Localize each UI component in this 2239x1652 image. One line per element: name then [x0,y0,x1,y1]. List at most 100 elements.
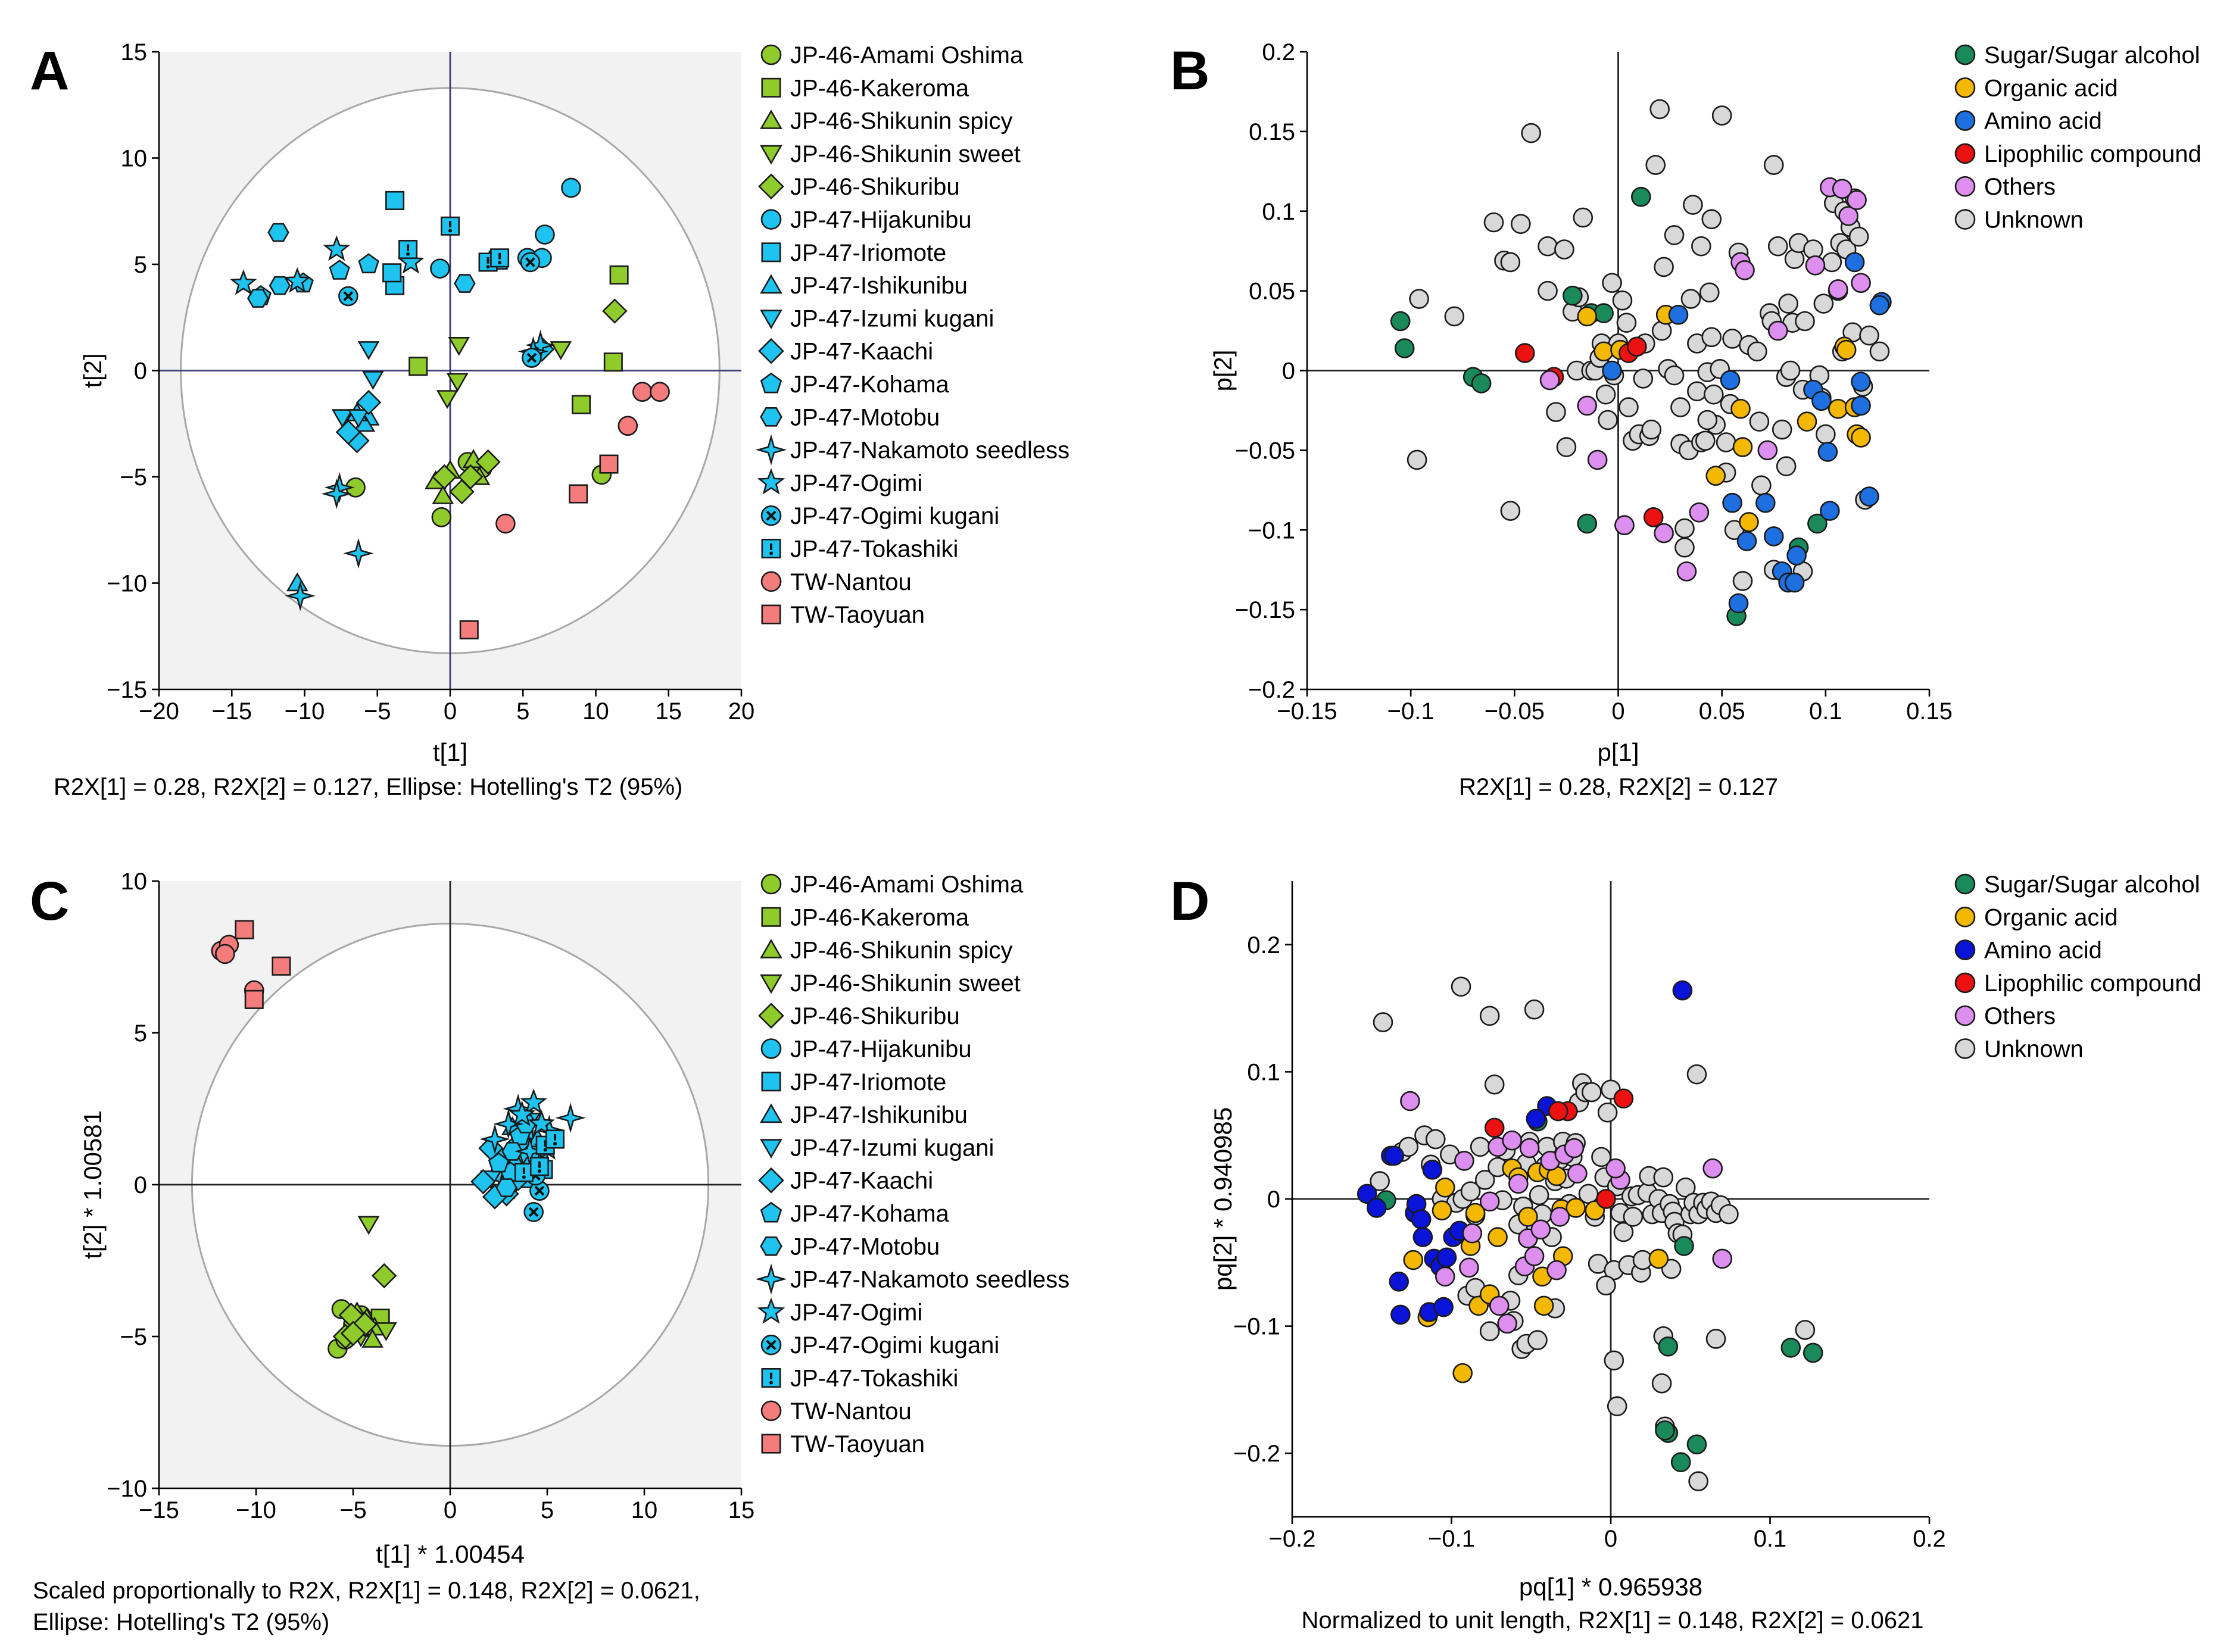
data-point [323,235,351,261]
caption-line: R2X[1] = 0.28, R2X[2] = 0.127, Ellipse: … [54,774,682,800]
data-point [1811,391,1832,411]
panel-B: B−0.15 −0.1 −0.05 0 0.05 0.1 0.15−0.2−0.15−0.1… [1170,39,2201,800]
data-point [1435,1177,1455,1198]
legend-marker [760,1400,782,1422]
legend-label: JP-47-Ogimi kugani [790,503,999,529]
data-point [1573,207,1594,228]
y-tick-label: 10 [121,869,148,895]
data-point [1747,341,1767,362]
x-tick-label: −20 [139,698,179,724]
y-tick-label: 0.05 [1249,279,1295,305]
data-point [1591,1147,1611,1167]
x-tick-label: 0 [444,698,457,724]
data-point [1732,571,1753,591]
data-point [1433,1297,1454,1317]
data-point [454,274,476,293]
data-point [1757,440,1778,461]
data-point [1623,1207,1644,1227]
data-point [569,484,588,504]
data-point [529,1181,550,1201]
data-point [1432,1200,1452,1221]
legend-label: Lipophilic compound [1984,141,2201,167]
data-point [230,269,257,295]
data-point [1701,209,1722,229]
y-tick-label: −0.1 [1233,1314,1280,1340]
data-point [1816,424,1836,445]
data-point [1612,290,1633,311]
data-point [1411,1209,1432,1229]
legend-label: JP-46-Shikunin spicy [790,938,1013,964]
data-point [1554,239,1574,260]
y-axis-label: t[2] * 1.00581 [79,1110,107,1259]
data-point [522,348,542,368]
data-point [632,382,653,402]
data-point [550,341,572,360]
data-point [1582,1082,1602,1103]
data-point [1403,1250,1424,1270]
x-tick-label: −5 [339,1497,367,1523]
data-point [1530,1219,1551,1240]
data-point [1778,293,1798,314]
data-point [1604,1350,1624,1371]
data-point [1549,1207,1570,1227]
data-point [436,390,459,410]
data-point [603,352,623,372]
data-point [347,409,370,429]
y-tick-label: 0.15 [1249,119,1295,145]
data-point [1711,105,1732,126]
data-point [1614,515,1635,536]
data-point [358,253,379,274]
legend-marker [1954,1005,1976,1026]
data-point [1407,449,1427,470]
data-point [1732,437,1753,457]
data-point [446,373,469,392]
legend-label: JP-46-Amami Oshima [790,872,1024,898]
legend-label: Unknown [1984,1036,2084,1063]
data-point [1797,411,1817,432]
data-point [283,267,311,293]
legend-marker [1954,143,1976,164]
y-tick-label: 0 [1267,1186,1280,1213]
data-point [1484,1074,1505,1095]
data-point [1577,395,1598,416]
data-point [1648,1248,1669,1269]
data-point [1828,279,1848,299]
x-tick-label: 5 [541,1497,554,1523]
data-point [1524,999,1545,1020]
data-point [1527,1330,1548,1350]
data-point [1686,1434,1707,1455]
legend-label: JP-46-Kakeroma [790,904,969,930]
data-point [1502,1130,1522,1151]
data-point [1686,1064,1707,1085]
legend-label: TW-Taoyuan [790,1431,925,1457]
legend-marker [758,1167,784,1194]
data-point [493,1108,524,1139]
data-point [1633,369,1654,389]
data-point [1548,1101,1568,1122]
legend-label: Sugar/Sugar alcohol [1984,872,2200,898]
data-point [1851,273,1871,293]
legend-marker [755,1263,787,1295]
data-point [1605,1158,1626,1179]
data-point [357,341,380,360]
x-tick-label: −15 [139,1497,179,1523]
legend-label: JP-47-Nakamoto seedless [790,1267,1069,1293]
x-tick-label: 20 [728,698,755,724]
data-point [618,416,638,436]
data-point [1654,257,1674,277]
data-point [599,454,619,474]
y-tick-label: −0.15 [1235,597,1295,623]
legend-marker [761,1434,781,1454]
data-point [1705,1329,1726,1349]
data-point [1631,186,1651,207]
data-point [1390,311,1411,332]
y-tick-label: 10 [121,146,148,172]
legend-label: JP-47-Tokashiki [790,536,958,563]
data-point [1596,1275,1616,1296]
data-point [1848,226,1869,247]
legend-marker [761,242,781,263]
data-point [1526,1108,1546,1129]
data-point [1838,205,1858,226]
data-point [1859,325,1879,346]
data-point [1546,1260,1567,1281]
